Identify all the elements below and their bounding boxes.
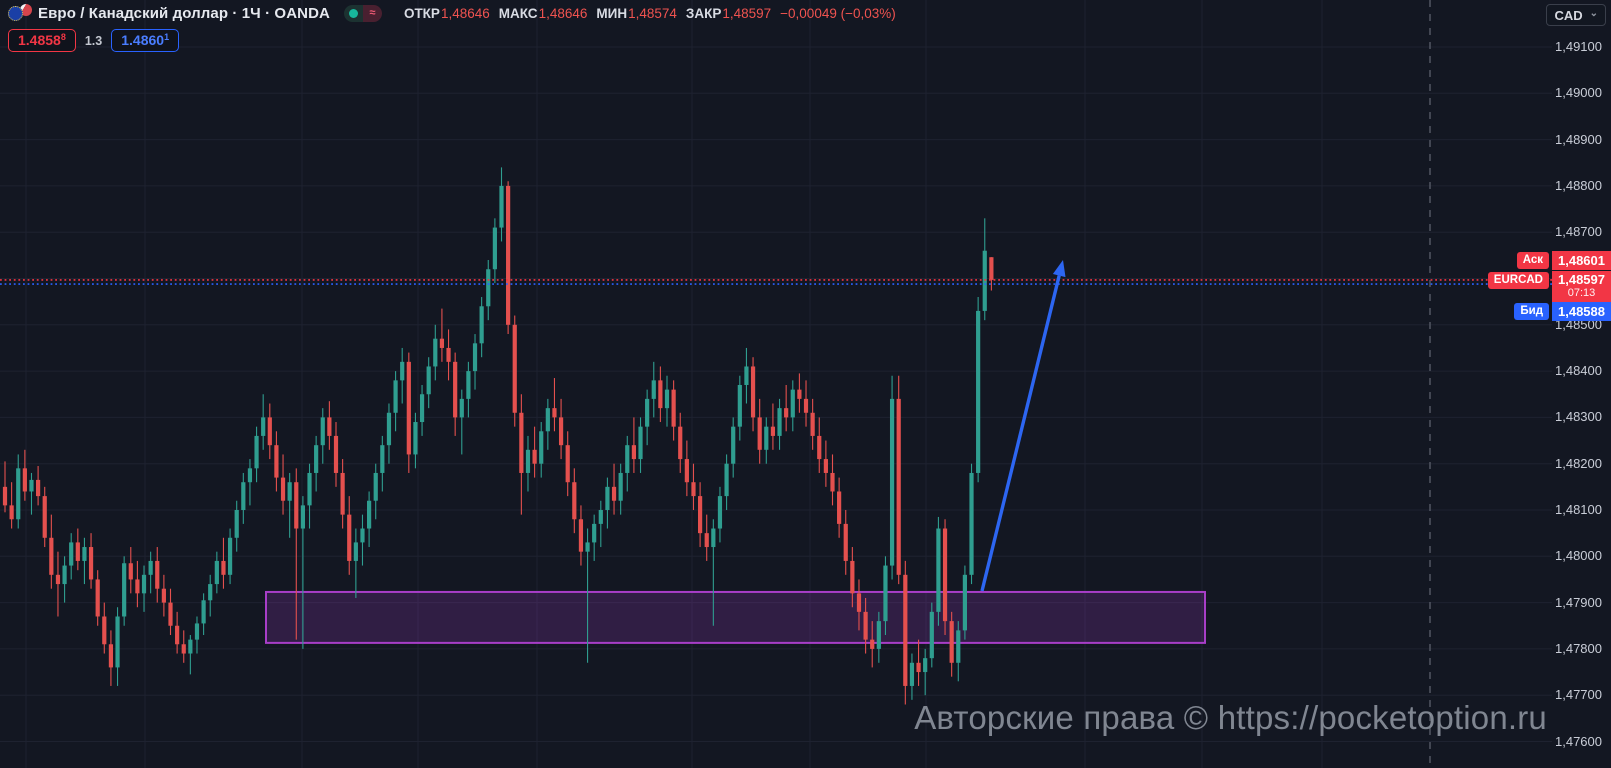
symbol-logo-icon <box>8 3 32 23</box>
sell-button[interactable]: 1.4858 8 <box>8 29 76 52</box>
price-tick-label: 1,47600 <box>1555 733 1602 749</box>
chart-legend: Евро / Канадский доллар · 1Ч · OANDA ≈ О… <box>8 3 896 52</box>
change-value: −0,00049 (−0,03%) <box>780 5 896 21</box>
trend-arrow-shaft[interactable] <box>980 275 1061 592</box>
currency-label: CAD <box>1554 7 1583 23</box>
bid-badge: Бид <box>1514 303 1549 320</box>
ask-badge: Аск <box>1516 252 1549 269</box>
price-tick-label: 1,49000 <box>1555 85 1602 101</box>
currency-selector[interactable]: CAD ⌄ <box>1546 4 1606 26</box>
open-value: 1,48646 <box>440 5 490 21</box>
price-tick-label: 1,48000 <box>1555 548 1602 564</box>
bar-countdown: 07:13 <box>1567 287 1596 299</box>
bid-price-box: 1,48588 <box>1552 302 1611 321</box>
price-tick-label: 1,48200 <box>1555 455 1602 471</box>
cad-flag-icon <box>20 3 32 16</box>
price-tick-label: 1,47900 <box>1555 594 1602 610</box>
price-tick-label: 1,48100 <box>1555 502 1602 517</box>
open-label: ОТКР <box>403 5 440 21</box>
buy-price: 1.4860 <box>121 32 165 48</box>
price-tick-label: 1,47700 <box>1555 687 1602 703</box>
symbol-badge: EURCAD <box>1487 272 1549 289</box>
ohlc-values: ОТКР 1,48646 МАКС 1,48646 МИН 1,48574 ЗАКР 1… <box>404 6 896 21</box>
market-open-dot-icon <box>343 4 363 22</box>
grid-lines <box>0 0 1552 768</box>
sell-price: 1.4858 <box>18 32 61 48</box>
price-tick-label: 1,48400 <box>1555 363 1602 379</box>
spread-value: 1.3 <box>84 33 103 48</box>
last-price-value: 1,48597 <box>1558 272 1605 287</box>
eur-flag-icon <box>8 5 23 21</box>
price-tick-label: 1,48700 <box>1555 224 1602 240</box>
ask-price-box: 1,48601 <box>1552 251 1611 270</box>
low-value: 1,48574 <box>628 5 677 21</box>
chevron-down-icon: ⌄ <box>1589 7 1598 19</box>
close-value: 1,48597 <box>722 5 772 21</box>
trend-arrow-head <box>1052 260 1066 278</box>
buy-price-pip: 1 <box>164 32 170 42</box>
price-tick-label: 1,48300 <box>1555 409 1602 425</box>
price-tick-label: 1,49100 <box>1555 39 1602 54</box>
market-status-capsule: ≈ <box>343 4 382 22</box>
copyright-watermark: Авторские права © https://pocketoption.r… <box>914 699 1547 736</box>
support-zone-rectangle[interactable] <box>265 590 1206 644</box>
candles <box>2 167 994 705</box>
symbol-title[interactable]: Евро / Канадский доллар · 1Ч · OANDA <box>38 4 330 22</box>
price-tick-label: 1,47800 <box>1555 640 1602 656</box>
buy-button[interactable]: 1.4860 1 <box>111 29 180 52</box>
sell-price-pip: 8 <box>60 32 66 42</box>
close-label: ЗАКР <box>685 5 722 21</box>
approx-data-icon: ≈ <box>362 4 382 22</box>
last-price-box: 1,48597 07:13 <box>1552 271 1611 302</box>
high-value: 1,48646 <box>538 5 588 21</box>
price-tick-label: 1,48800 <box>1555 177 1602 193</box>
high-label: МАКС <box>498 5 538 21</box>
low-label: МИН <box>596 5 628 21</box>
price-tick-label: 1,48900 <box>1555 131 1602 147</box>
